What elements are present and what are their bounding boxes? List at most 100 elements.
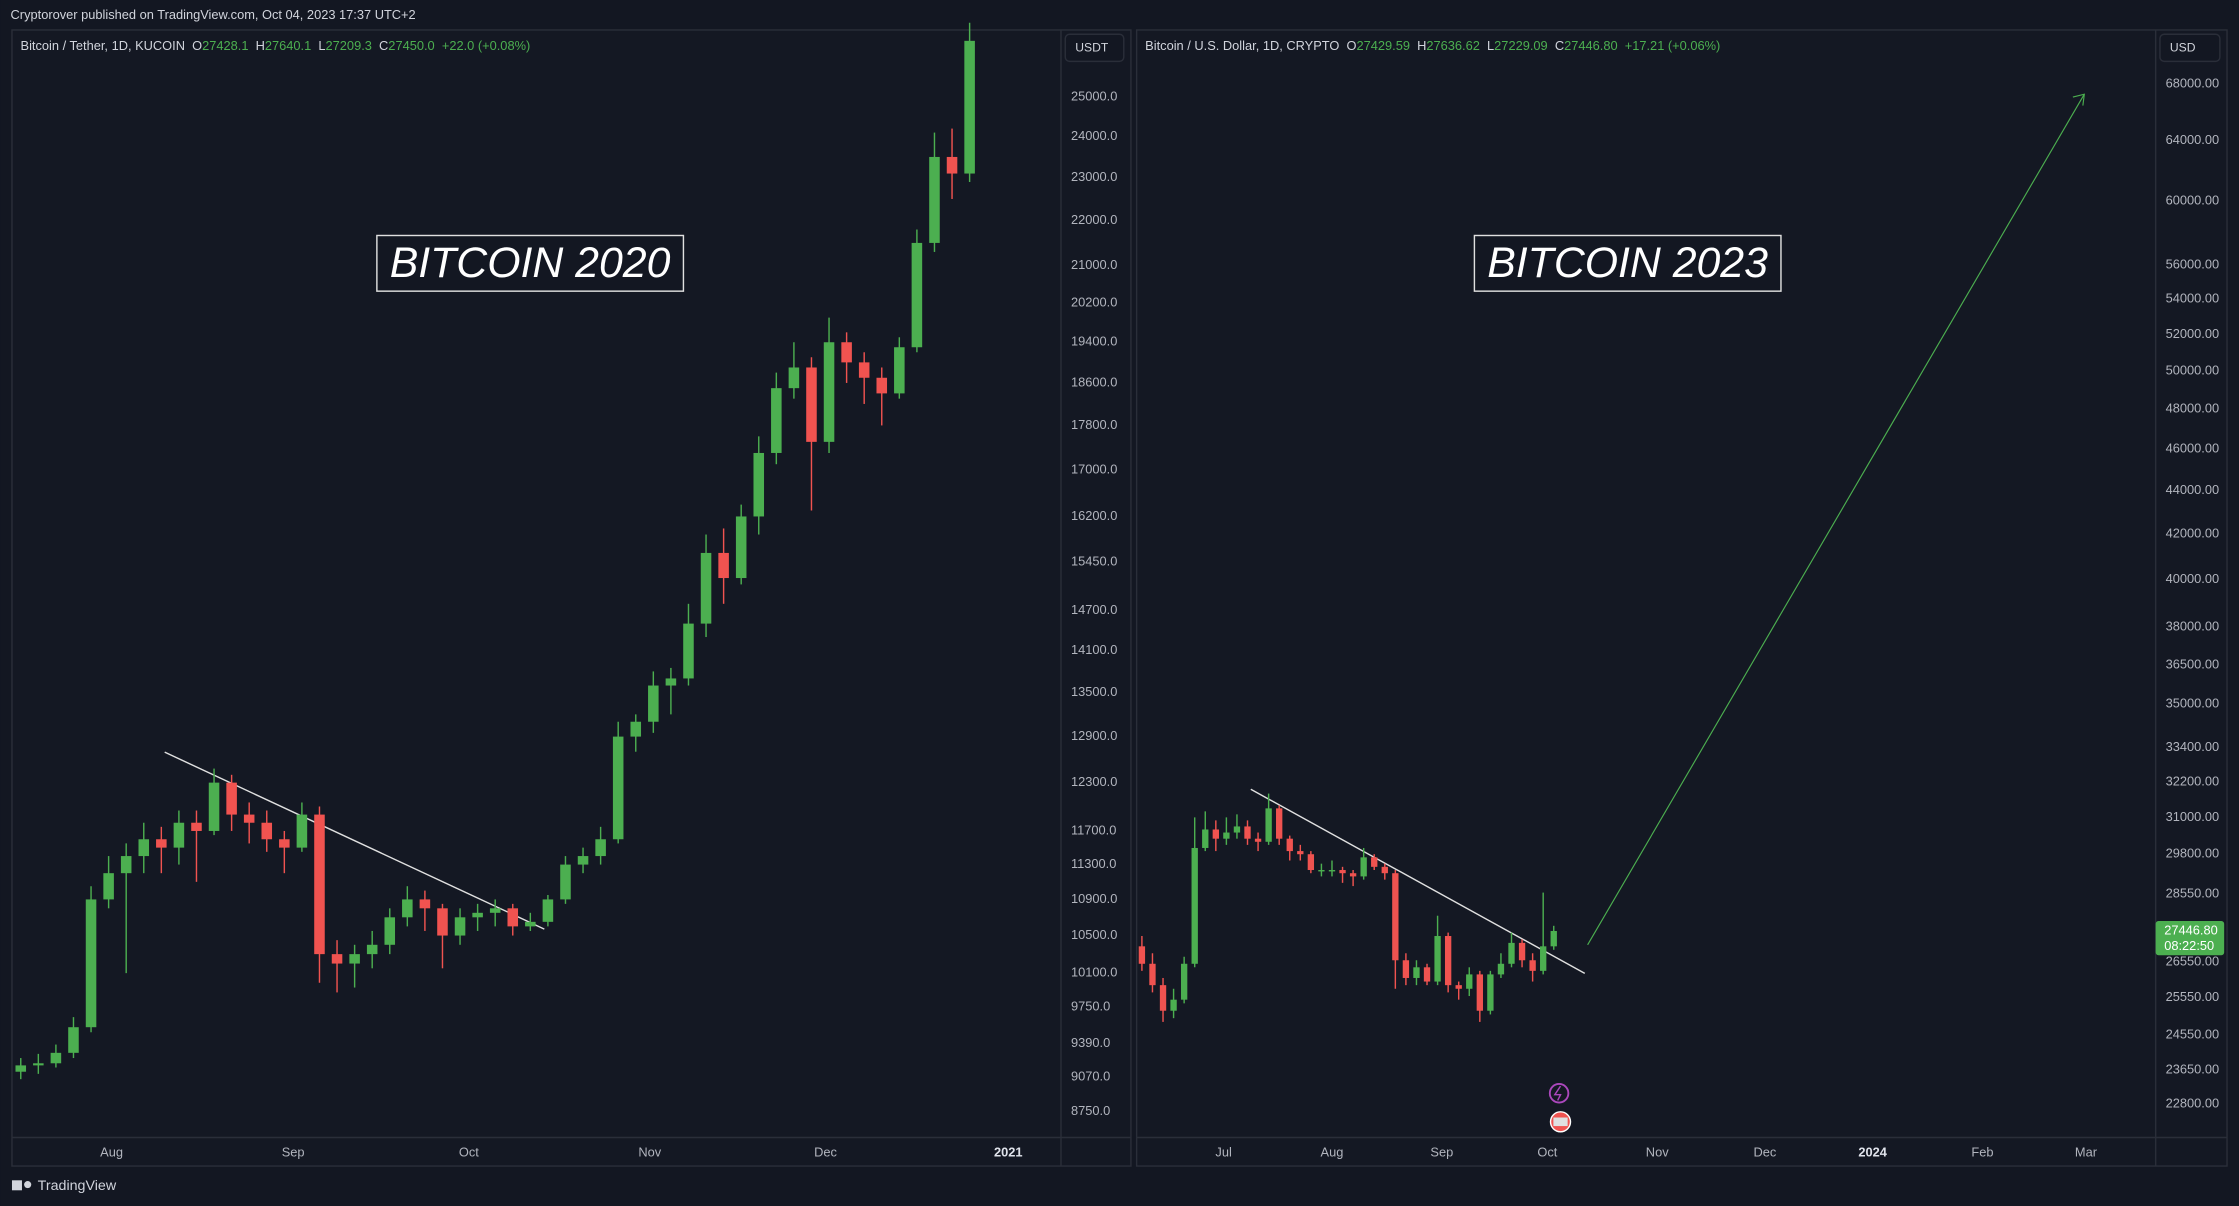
x-tick-label: Nov (1646, 1145, 1669, 1160)
x-tick-label: Nov (638, 1145, 661, 1160)
ohlc-label: H (1417, 38, 1426, 53)
y-tick-label: 42000.00 (2166, 525, 2220, 540)
candle-body (823, 342, 835, 442)
candle-body (648, 685, 659, 722)
candle-body (1318, 870, 1325, 872)
x-tick-label: Sep (1430, 1145, 1453, 1160)
ohlc-label: O (1346, 38, 1356, 53)
candle-body (542, 899, 554, 922)
y-tick-label: 12300.0 (1071, 774, 1117, 789)
x-tick-label: Oct (1537, 1145, 1557, 1160)
candle-body (1381, 866, 1388, 874)
candle-body (103, 873, 114, 900)
candle-body (1254, 838, 1262, 842)
y-tick-label: 8750.0 (1071, 1103, 1110, 1118)
candle-body (1265, 808, 1272, 842)
y-tick-label: 50000.00 (2166, 363, 2220, 378)
y-tick-label: 11300.0 (1071, 856, 1116, 871)
candle-body (1191, 847, 1198, 964)
candle-body (243, 814, 255, 823)
logo-dot (24, 1181, 32, 1189)
y-tick-label: 46000.00 (2166, 440, 2220, 455)
candle-body (753, 452, 765, 517)
candle-body (1328, 870, 1336, 872)
y-tick-label: 14100.0 (1071, 642, 1117, 657)
candle-body (525, 921, 536, 927)
candle-body (1476, 974, 1483, 1011)
ohlc-value: 27446.80 (1564, 38, 1618, 53)
ohlc-value: 27428.1 (202, 38, 248, 53)
y-tick-label: 52000.00 (2166, 326, 2220, 341)
candle-body (1529, 960, 1536, 971)
candle-body (665, 678, 677, 686)
ohlc-value: 27636.62 (1426, 38, 1480, 53)
x-tick-label: Jul (1215, 1145, 1231, 1160)
y-tick-label: 18600.0 (1071, 374, 1117, 389)
candle-body (612, 736, 624, 840)
y-tick-label: 21000.0 (1071, 257, 1117, 272)
right-panel (1135, 29, 2228, 1167)
candle-body (279, 839, 290, 848)
change: +17.21 (+0.06%) (1625, 38, 1721, 53)
candle-body (1550, 931, 1557, 947)
candle-body (1455, 985, 1462, 989)
candle-body (946, 156, 958, 174)
candle-body (472, 912, 483, 918)
y-tick-label: 12900.0 (1071, 728, 1117, 743)
y-tick-label: 13500.0 (1071, 684, 1117, 699)
candle-body (1466, 974, 1473, 989)
title-box (1473, 234, 1782, 292)
y-tick-label: 64000.00 (2166, 132, 2220, 147)
ohlc-value: 27209.3 (326, 38, 372, 53)
candle-body (349, 954, 360, 964)
candle-body (1371, 857, 1378, 867)
candle-body (911, 242, 923, 348)
left-panel (11, 29, 1132, 1167)
y-tick-label: 40000.00 (2166, 571, 2220, 586)
candle-body (700, 552, 712, 624)
currency-button[interactable] (1064, 33, 1125, 63)
y-tick-label: 68000.00 (2166, 75, 2220, 90)
candle-body (929, 156, 940, 243)
y-tick-label: 17000.0 (1071, 461, 1117, 476)
y-tick-label: 24000.0 (1071, 128, 1117, 143)
candle-body (33, 1063, 44, 1066)
candle-body (226, 782, 237, 815)
x-tick-label: Aug (1321, 1145, 1344, 1160)
y-tick-label: 38000.00 (2166, 619, 2220, 634)
x-tick-label: 2024 (1858, 1145, 1887, 1160)
chart-title: BITCOIN 2023 (1487, 239, 1768, 287)
publisher: Cryptorover published on TradingView.com… (11, 7, 416, 22)
candle-body (1170, 999, 1177, 1011)
arrow-head (2072, 93, 2085, 106)
chart-title: BITCOIN 2020 (390, 239, 671, 287)
candle-body (1180, 963, 1188, 1000)
candle-body (683, 623, 694, 679)
y-tick-label: 15450.0 (1071, 554, 1117, 569)
candle-body (1360, 857, 1367, 877)
y-tick-label: 9390.0 (1071, 1035, 1110, 1050)
candle-body (120, 856, 132, 874)
y-tick-label: 31000.00 (2166, 809, 2220, 824)
y-tick-label: 35000.00 (2166, 695, 2220, 710)
candle-body (68, 1027, 79, 1053)
candle-body (15, 1065, 27, 1072)
trend-line (164, 751, 545, 930)
symbol-legend: Bitcoin / U.S. Dollar, 1D, CRYPTO O27429.… (1145, 38, 1720, 53)
candle-body (1444, 936, 1452, 986)
projection-arrow (1587, 93, 2085, 946)
event-icon[interactable] (1548, 1083, 1570, 1104)
candle-body (1202, 829, 1209, 848)
y-tick-label: 10900.0 (1071, 891, 1117, 906)
ohlc-label: O (192, 38, 202, 53)
y-tick-label: 11700.0 (1071, 822, 1116, 837)
y-tick-label: 23000.0 (1071, 169, 1117, 184)
y-tick-label: 26550.00 (2166, 953, 2220, 968)
candle-body (1487, 974, 1494, 1011)
candle-body (876, 377, 888, 394)
currency-button[interactable] (2159, 33, 2221, 63)
ohlc-value: 27429.59 (1356, 38, 1410, 53)
candle-body (1159, 985, 1167, 1011)
flag-icon-inner (1553, 1117, 1568, 1127)
candle-body (1497, 963, 1505, 975)
